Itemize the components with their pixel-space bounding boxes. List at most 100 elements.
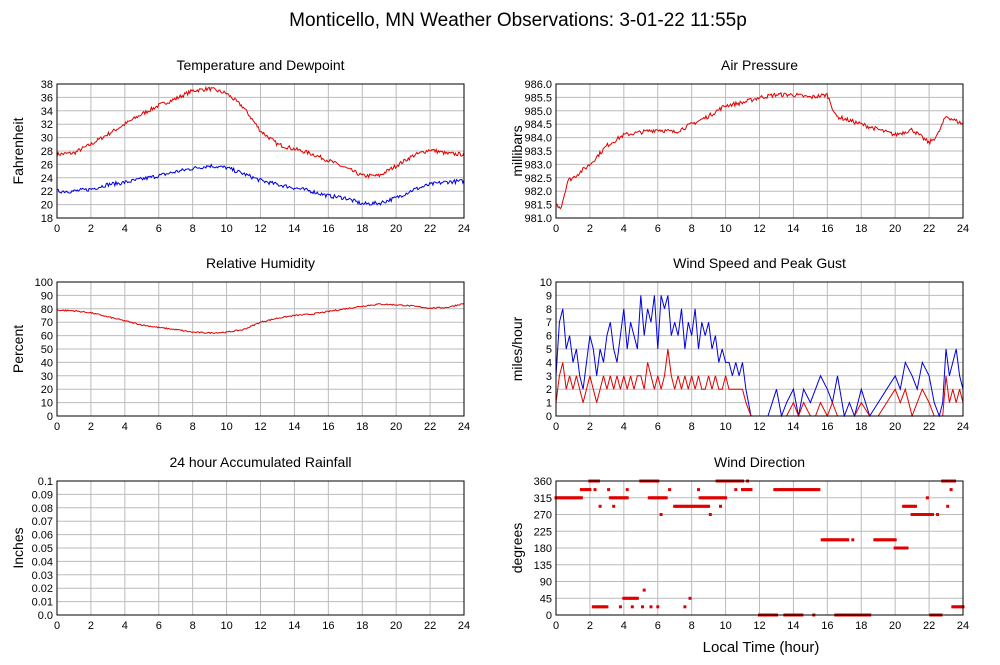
direction-point (632, 596, 636, 600)
direction-point (568, 496, 572, 500)
wind-ytick-label: 5 (546, 344, 552, 356)
direction-point (893, 538, 897, 542)
direction-point (925, 513, 929, 516)
direction-point (647, 496, 651, 500)
direction-ytick-label: 90 (540, 577, 552, 589)
direction-point (829, 538, 833, 542)
direction-ytick-label: 225 (534, 526, 552, 538)
direction-point (817, 488, 821, 492)
direction-point (651, 496, 655, 500)
direction-point (876, 538, 880, 542)
direction-point (659, 496, 663, 500)
direction-point (795, 488, 799, 492)
direction-point (603, 605, 607, 609)
humidity-xtick-label: 4 (122, 421, 128, 433)
temp-xtick-label: 16 (322, 223, 334, 235)
direction-point (954, 605, 958, 609)
humidity-xtick-label: 20 (390, 421, 402, 433)
pressure-xtick-label: 8 (689, 223, 695, 235)
direction-point (910, 513, 914, 516)
temp-xtick-label: 10 (220, 223, 232, 235)
direction-point (693, 504, 697, 508)
direction-point (656, 496, 660, 500)
direction-point (842, 538, 846, 542)
direction-point (741, 488, 744, 492)
direction-point (674, 504, 678, 508)
direction-point (873, 538, 877, 542)
direction-xtick-label: 14 (787, 620, 799, 632)
rain-xtick-label: 20 (390, 620, 402, 632)
direction-point (797, 488, 800, 492)
wind-xtick-label: 4 (621, 421, 627, 433)
direction-point (649, 496, 653, 500)
rain-xtick-label: 10 (220, 620, 232, 632)
direction-point (618, 496, 622, 500)
rain-ytick-label: 0.0 (38, 610, 53, 622)
direction-point (661, 496, 665, 500)
direction-ylabel: degrees (509, 523, 525, 574)
direction-point (685, 504, 689, 508)
direction-point (837, 538, 841, 542)
direction-point (697, 488, 700, 492)
direction-point (814, 488, 817, 492)
x-axis-label: Local Time (hour) (703, 639, 820, 656)
wind-ytick-label: 7 (546, 317, 552, 329)
direction-point (598, 605, 602, 609)
direction-point (785, 488, 789, 492)
direction-point (905, 546, 909, 550)
direction-point (595, 605, 599, 609)
wind-frame (555, 281, 964, 417)
rain-xtick-label: 6 (156, 620, 162, 632)
direction-point (622, 496, 626, 500)
pressure-frame (555, 83, 964, 219)
temp-xtick-label: 20 (390, 223, 402, 235)
direction-point (902, 546, 906, 550)
direction-point (715, 496, 719, 500)
temp-ytick-label: 38 (41, 79, 53, 91)
direction-point (956, 605, 960, 609)
direction-point (885, 538, 889, 542)
direction-point (836, 538, 839, 542)
wind-ytick-label: 2 (546, 384, 552, 396)
direction-xtick-label: 8 (689, 620, 695, 632)
humidity-frame (56, 281, 465, 417)
humidity-series-line (57, 302, 464, 335)
pressure-ytick-label: 983.5 (524, 146, 552, 158)
direction-point (925, 496, 929, 500)
direction-point (620, 496, 624, 500)
pressure-ytick-label: 981.0 (524, 213, 552, 225)
direction-xtick-label: 18 (855, 620, 867, 632)
direction-xtick-label: 12 (753, 620, 765, 632)
direction-point (912, 513, 916, 516)
pressure-ytick-label: 983.0 (524, 159, 552, 171)
direction-point (612, 496, 616, 500)
direction-point (702, 496, 705, 500)
direction-point (878, 538, 882, 542)
direction-point (683, 504, 687, 508)
temp-ytick-label: 18 (41, 213, 53, 225)
direction-point (851, 538, 855, 542)
direction-point (680, 504, 683, 508)
wind-ylabel: miles/hour (509, 316, 525, 381)
direction-point (625, 496, 629, 500)
direction-point (892, 538, 895, 542)
wind-ytick-label: 4 (546, 357, 552, 369)
direction-point (702, 504, 705, 508)
direction-point (691, 504, 695, 508)
temp-ytick-label: 30 (41, 133, 53, 145)
temp-series-line (57, 85, 464, 179)
direction-point (827, 538, 831, 542)
pressure-ytick-label: 981.5 (524, 200, 552, 212)
direction-point (830, 538, 834, 542)
temp-ytick-label: 26 (41, 159, 53, 171)
direction-xtick-label: 10 (719, 620, 731, 632)
direction-point (610, 496, 614, 500)
direction-point (719, 496, 722, 500)
direction-point (724, 496, 728, 500)
direction-point (579, 488, 583, 492)
wind-ytick-label: 1 (546, 398, 552, 410)
humidity-ytick-label: 90 (41, 290, 53, 302)
rain-ytick-label: 0.03 (32, 570, 53, 582)
